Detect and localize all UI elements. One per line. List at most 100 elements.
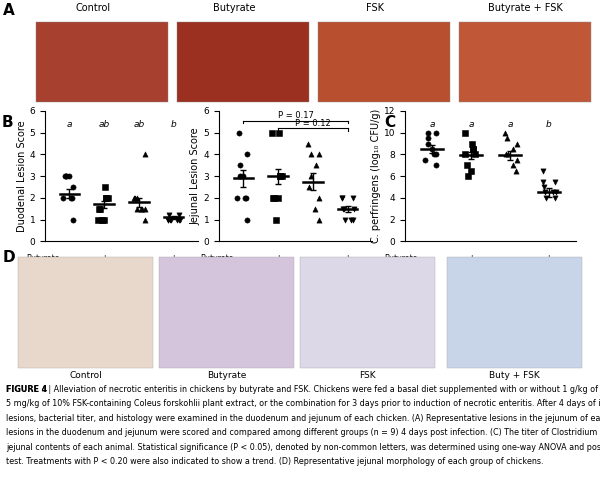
Text: a: a xyxy=(67,120,72,129)
Point xyxy=(61,173,70,180)
Bar xyxy=(36,22,168,102)
Point xyxy=(314,194,324,202)
Text: CF Extract: CF Extract xyxy=(200,266,240,275)
Point xyxy=(304,140,313,147)
Point xyxy=(164,216,173,224)
Point xyxy=(140,216,149,224)
Text: FIGURE 4 | Alleviation of necrotic enteritis in chickens by butyrate and FSK. Ch: FIGURE 4 | Alleviation of necrotic enter… xyxy=(6,385,600,394)
Bar xyxy=(159,257,294,369)
Point xyxy=(275,173,284,180)
Text: A: A xyxy=(3,3,15,18)
Text: -: - xyxy=(68,266,71,275)
Text: a: a xyxy=(430,120,435,129)
Text: -: - xyxy=(509,254,511,263)
Y-axis label: Jejunal Lesion Score: Jejunal Lesion Score xyxy=(191,127,201,225)
Point xyxy=(268,129,277,137)
Point xyxy=(512,167,521,174)
Point xyxy=(538,167,548,174)
Bar xyxy=(318,22,450,102)
Point xyxy=(427,145,437,153)
Point xyxy=(59,194,68,202)
Point xyxy=(429,151,439,158)
Text: -: - xyxy=(68,254,71,263)
Text: FIGURE 4: FIGURE 4 xyxy=(6,385,47,394)
Point xyxy=(338,205,348,213)
Text: +: + xyxy=(170,266,177,275)
Point xyxy=(140,205,150,213)
Text: b: b xyxy=(171,120,176,129)
Point xyxy=(101,194,110,202)
Point xyxy=(550,194,560,202)
Point xyxy=(503,134,512,142)
Bar xyxy=(459,22,591,102)
Text: b: b xyxy=(546,120,551,129)
Bar xyxy=(18,257,153,369)
Point xyxy=(275,173,285,180)
Point xyxy=(460,151,470,158)
Point xyxy=(462,162,472,169)
Point xyxy=(470,151,480,158)
Text: a: a xyxy=(469,120,474,129)
Text: Control: Control xyxy=(76,3,110,13)
Text: -: - xyxy=(311,254,314,263)
Text: B: B xyxy=(1,115,13,130)
Text: FSK: FSK xyxy=(366,3,384,13)
Point xyxy=(274,129,284,137)
Text: +: + xyxy=(468,254,474,263)
Text: -: - xyxy=(470,266,472,275)
Point xyxy=(242,194,251,202)
Text: lesions in the duodenum and jejunum were scored and compared among different gro: lesions in the duodenum and jejunum were… xyxy=(6,428,600,437)
Point xyxy=(512,156,522,163)
Point xyxy=(130,194,139,202)
Point xyxy=(271,216,280,224)
Point xyxy=(348,194,358,202)
Text: -: - xyxy=(137,254,140,263)
Point xyxy=(423,134,433,142)
Point xyxy=(467,140,477,147)
Text: -: - xyxy=(431,266,434,275)
Point xyxy=(431,129,440,137)
Text: jejunal contents of each animal. Statistical significance (P < 0.05), denoted by: jejunal contents of each animal. Statist… xyxy=(6,443,600,452)
Bar xyxy=(177,22,309,102)
Text: +: + xyxy=(170,254,177,263)
Point xyxy=(242,216,251,224)
Text: +: + xyxy=(310,266,316,275)
Text: Buty + FSK: Buty + FSK xyxy=(489,371,540,380)
Text: CF Extract: CF Extract xyxy=(26,266,66,275)
Point xyxy=(277,173,287,180)
Point xyxy=(269,194,279,202)
Point xyxy=(431,151,440,158)
Point xyxy=(551,189,560,196)
Point xyxy=(68,194,77,202)
Point xyxy=(500,129,509,137)
Point xyxy=(61,173,70,180)
Point xyxy=(339,205,349,213)
Point xyxy=(338,194,347,202)
Text: Butyrate: Butyrate xyxy=(385,254,418,263)
Text: +: + xyxy=(545,266,552,275)
Point xyxy=(421,156,430,163)
Point xyxy=(306,151,316,158)
Point xyxy=(314,216,323,224)
Point xyxy=(242,151,251,158)
Point xyxy=(61,173,71,180)
Point xyxy=(541,194,551,202)
Point xyxy=(503,151,513,158)
Y-axis label: C. perfringens (log₁₀ CFU/g): C. perfringens (log₁₀ CFU/g) xyxy=(371,109,381,243)
Bar xyxy=(447,257,582,369)
Point xyxy=(66,194,76,202)
Point xyxy=(68,216,77,224)
Text: D: D xyxy=(3,250,16,265)
Text: -: - xyxy=(103,266,106,275)
Text: 5 mg/kg of 10% FSK-containing Coleus forskohlii plant extract, or the combinatio: 5 mg/kg of 10% FSK-containing Coleus for… xyxy=(6,399,600,408)
Point xyxy=(94,216,103,224)
Point xyxy=(431,162,441,169)
Point xyxy=(349,205,359,213)
Point xyxy=(550,178,559,185)
Point xyxy=(97,216,106,224)
Point xyxy=(512,140,521,147)
Point xyxy=(307,173,316,180)
Point xyxy=(346,216,356,224)
Point xyxy=(166,216,176,224)
Point xyxy=(340,216,350,224)
